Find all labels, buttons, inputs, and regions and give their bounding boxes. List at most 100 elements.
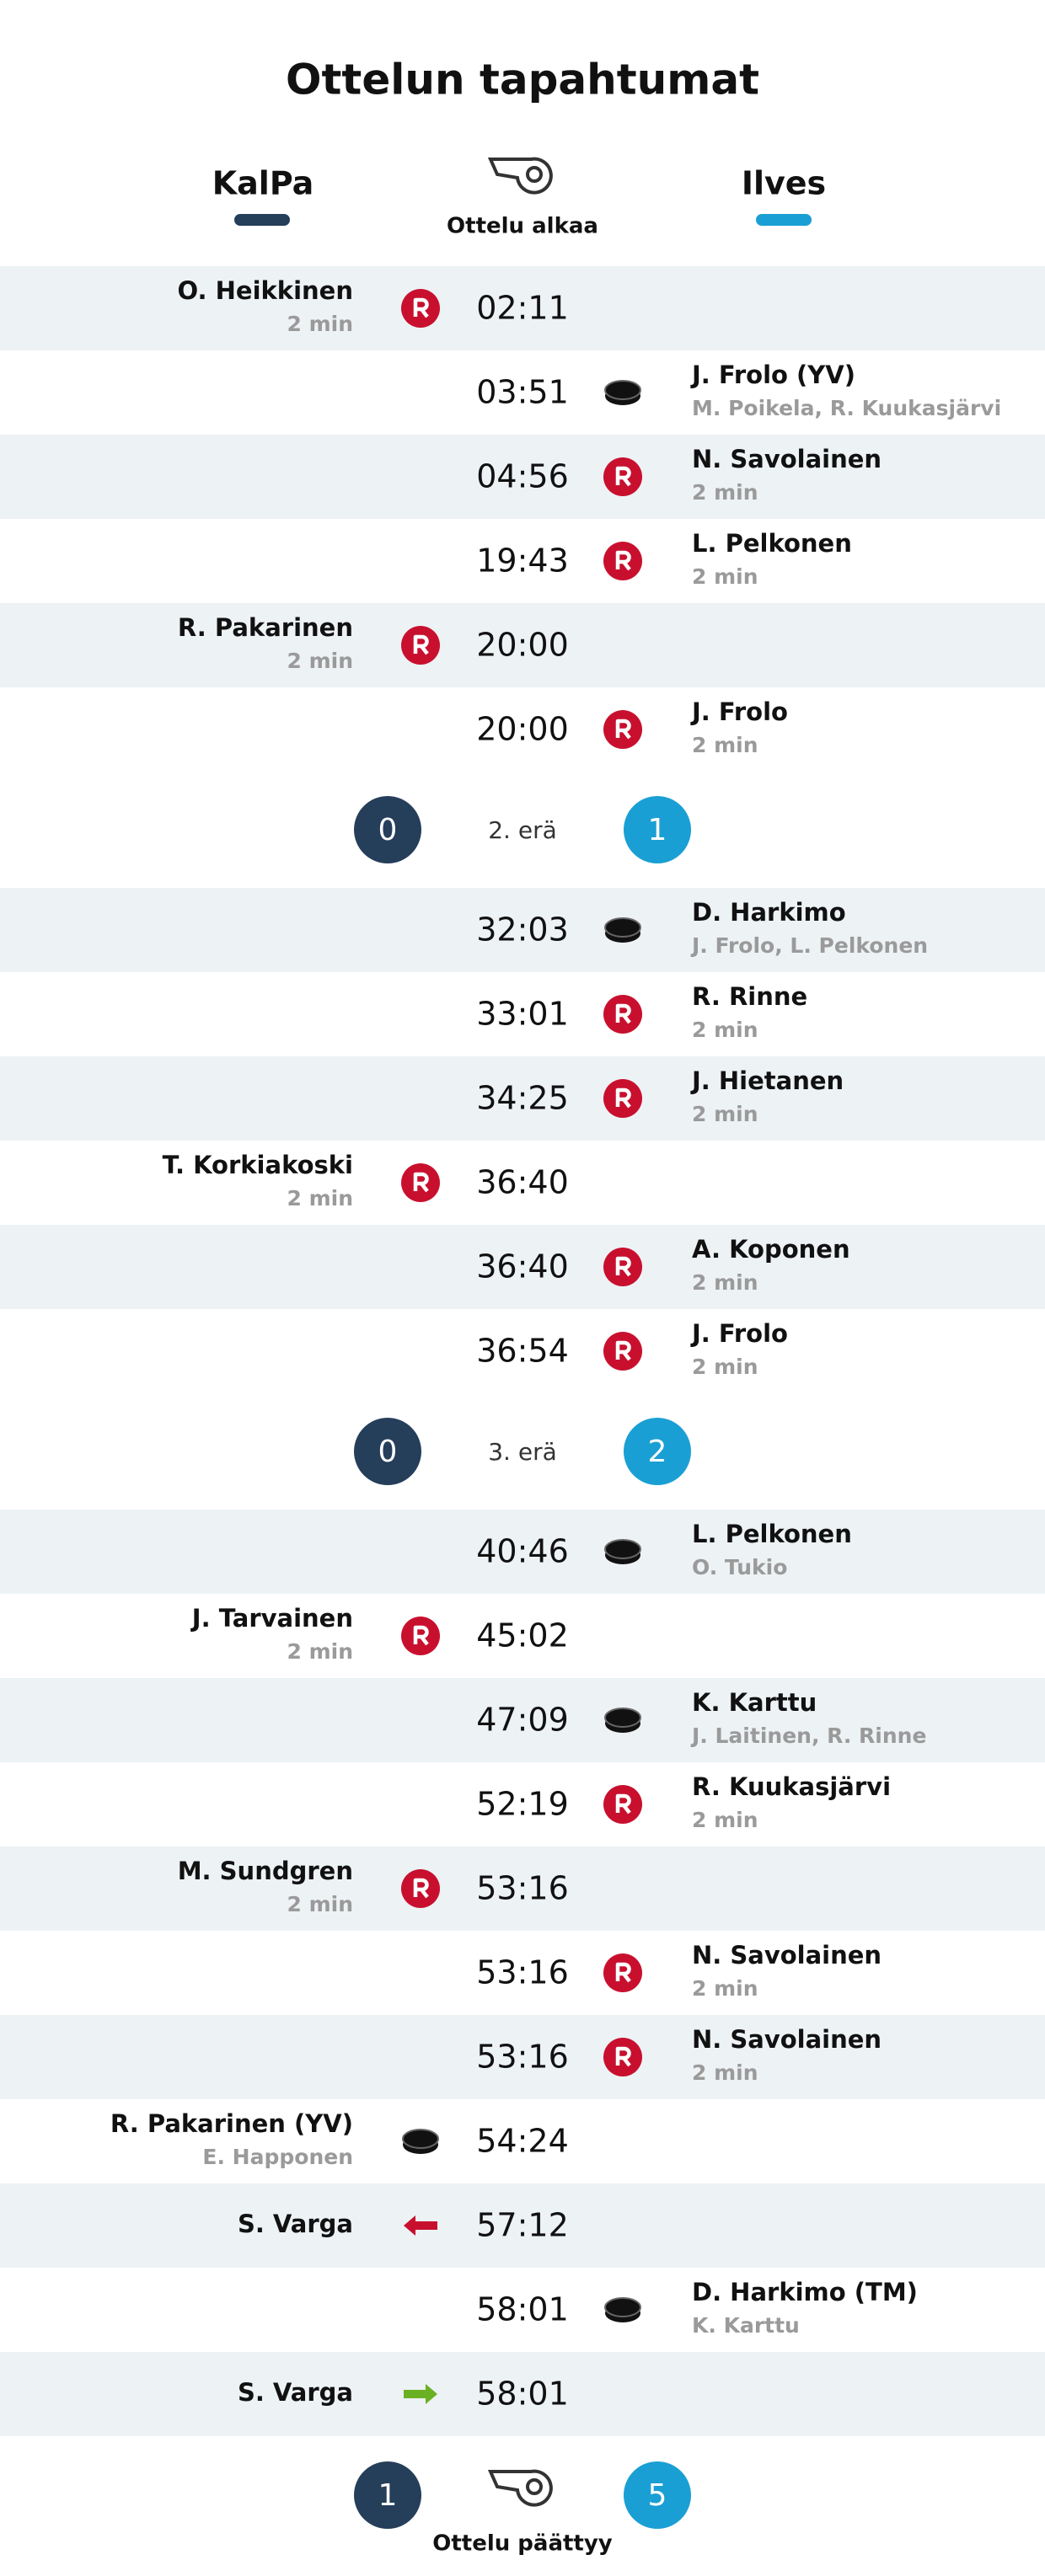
event-time: 02:11 [476,290,569,327]
whistle-icon [487,2469,553,2507]
event-detail: J. Laitinen, R. Rinne [690,1724,926,1748]
penalty-letter [615,1256,631,1277]
event-row [0,1594,1045,1678]
event-time: 33:01 [476,996,569,1033]
penalty-letter [413,297,429,318]
puck-top [604,917,641,938]
score-circle [354,2461,421,2529]
event-detail: 2 min [287,1186,353,1211]
goal-icon [604,1708,641,1733]
penalty-icon [603,457,642,496]
player-name: J. Frolo (YV) [690,361,855,389]
score: 0 [378,813,398,847]
event-time: 36:40 [476,1248,569,1285]
penalty-letter [413,1625,429,1646]
end-label: Ottelu päättyy [432,2531,613,2557]
event-row [0,888,1045,972]
score: 5 [648,2478,667,2513]
score: 1 [648,813,667,847]
score: 0 [378,1435,398,1469]
event-row [0,1141,1045,1225]
player-name: R. Pakarinen (YV) [110,2109,353,2138]
penalty-icon [401,1617,440,1655]
event-row [0,1762,1045,1846]
player-name: R. Kuukasjärvi [692,1772,891,1801]
puck-top [604,1539,641,1559]
score-circle [624,1418,691,1485]
penalty-icon [603,1248,642,1286]
event-row [0,435,1045,519]
penalty-icon [401,289,440,328]
start-label: Ottelu alkaa [447,214,598,239]
player-name: N. Savolainen [692,2025,882,2054]
event-time: 53:16 [476,1954,569,1991]
player-name: S. Varga [238,2378,353,2407]
goal-icon [604,380,641,405]
event-row [0,1225,1045,1309]
event-detail: 2 min [692,1808,758,1832]
player-name: R. Pakarinen [178,613,353,642]
penalty-icon [603,1785,642,1824]
title: Ottelun tapahtumat [286,56,759,104]
player-name: J. Hietanen [690,1066,844,1095]
event-time: 58:01 [476,2376,569,2413]
player-name: D. Harkimo [692,898,846,927]
in-icon [404,2384,437,2404]
penalty-icon [603,1079,642,1118]
player-name: A. Koponen [692,1235,850,1264]
away-bar [756,214,812,226]
event-row [0,266,1045,350]
goal-icon [604,1539,641,1564]
whistle-icon [487,157,553,195]
event-time: 57:12 [476,2207,569,2244]
event-row [0,972,1045,1056]
period-label: 2. erä [488,816,557,844]
event-detail: 2 min [287,1639,353,1664]
event-detail: O. Tukio [692,1555,787,1579]
event-detail: 2 min [692,1102,758,1126]
puck-top [604,1708,641,1728]
player-name: L. Pelkonen [692,529,852,558]
event-time: 40:46 [476,1533,569,1570]
player-name: K. Karttu [692,1688,817,1717]
player-name: O. Heikkinen [178,276,353,305]
score-circle [624,796,691,863]
arrow [404,2215,437,2236]
event-detail: 2 min [287,649,353,673]
event-detail: 2 min [287,312,353,336]
penalty-letter [615,1088,631,1109]
goal-icon [604,2297,641,2322]
penalty-icon [603,542,642,580]
event-row [0,2268,1045,2352]
puck-top [604,2297,641,2317]
event-time: 53:16 [476,2039,569,2076]
player-name: N. Savolainen [692,445,882,473]
penalty-icon [603,1332,642,1371]
away-team: Ilves [742,165,826,202]
event-row [0,350,1045,435]
penalty-icon [603,1953,642,1992]
home-bar [234,214,290,226]
event-row [0,1056,1045,1141]
penalty-icon [603,2038,642,2076]
event-time: 58:01 [476,2291,569,2328]
event-row [0,603,1045,687]
goal-icon [604,917,641,943]
event-detail: 2 min [692,1018,758,1042]
penalty-letter [413,1878,429,1899]
penalty-icon [603,995,642,1034]
puck-top [402,2129,439,2149]
penalty-icon [401,1869,440,1908]
event-time: 32:03 [476,911,569,949]
score: 1 [378,2478,398,2513]
event-detail: K. Karttu [692,2313,800,2338]
penalty-letter [413,634,429,655]
out-icon [404,2215,437,2236]
penalty-letter [413,1172,429,1193]
event-row [0,1931,1045,2015]
player-name: J. Frolo [690,697,788,726]
puck-top [604,380,641,400]
player-name: L. Pelkonen [692,1520,852,1548]
